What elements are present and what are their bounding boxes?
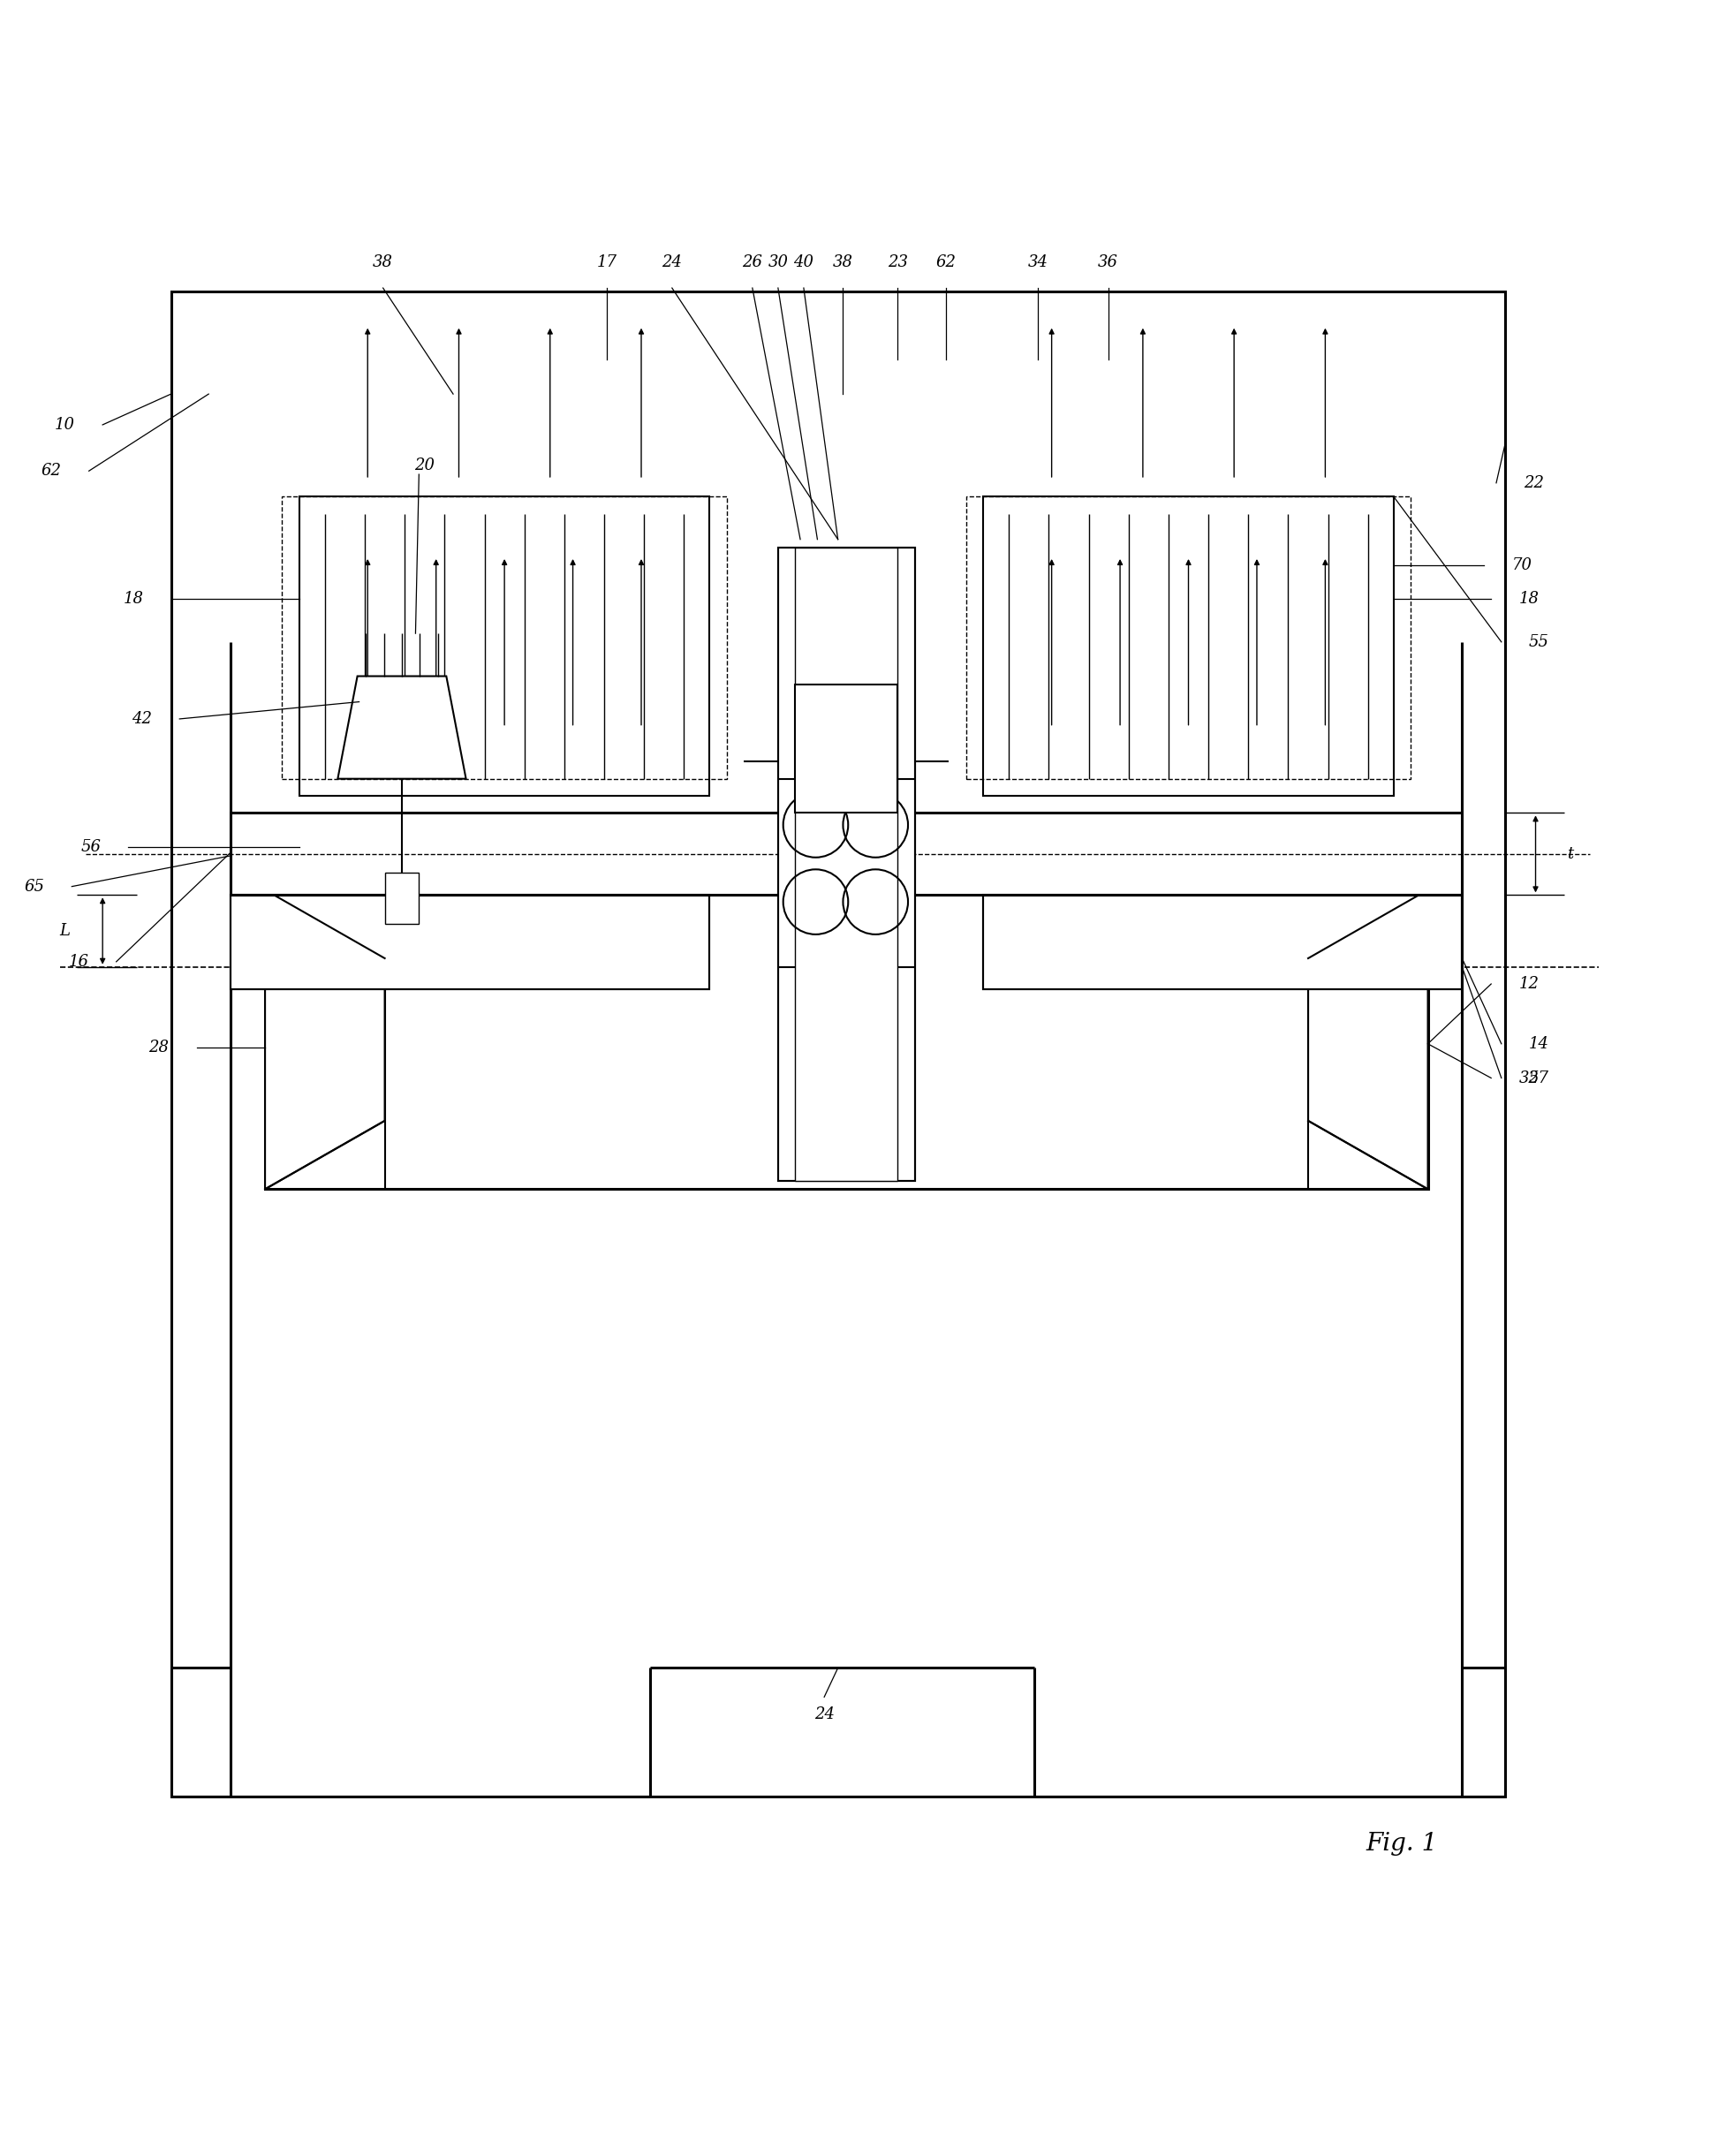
Text: 18: 18	[1518, 591, 1539, 608]
Text: 36: 36	[1098, 254, 1118, 270]
Text: 40: 40	[793, 254, 814, 270]
Text: 12: 12	[1518, 977, 1539, 992]
Text: 10: 10	[55, 416, 75, 433]
Text: 24: 24	[814, 1705, 834, 1723]
Text: 56: 56	[80, 839, 101, 856]
Text: 34: 34	[1028, 254, 1048, 270]
Text: Fig. 1: Fig. 1	[1366, 1833, 1438, 1856]
Text: 18: 18	[123, 591, 144, 608]
Bar	[231, 813, 1462, 895]
Text: 17: 17	[597, 254, 617, 270]
Text: 14: 14	[1529, 1035, 1549, 1052]
Text: 32: 32	[1518, 1069, 1539, 1087]
Text: 30: 30	[768, 254, 788, 270]
Text: 38: 38	[373, 254, 393, 270]
Text: 24: 24	[662, 254, 682, 270]
Text: 38: 38	[833, 254, 853, 270]
Text: t: t	[1566, 845, 1573, 862]
Bar	[778, 548, 915, 1181]
Text: 20: 20	[414, 457, 434, 474]
Text: 26: 26	[742, 254, 763, 270]
Text: 65: 65	[24, 877, 44, 895]
Text: 22: 22	[1524, 474, 1544, 492]
Bar	[299, 496, 710, 796]
Bar	[778, 548, 915, 1181]
Bar	[265, 890, 1428, 1190]
Text: 42: 42	[132, 711, 152, 727]
Text: 70: 70	[1512, 556, 1532, 573]
Text: 57: 57	[1529, 1069, 1549, 1087]
Bar	[795, 548, 898, 1181]
Polygon shape	[1308, 890, 1428, 1190]
Text: 62: 62	[41, 464, 62, 479]
Text: L: L	[60, 923, 70, 938]
Text: 28: 28	[149, 1039, 169, 1054]
Text: 55: 55	[1529, 634, 1549, 649]
Text: 62: 62	[935, 254, 956, 270]
Bar	[983, 895, 1462, 990]
Bar	[231, 895, 710, 990]
Text: 23: 23	[887, 254, 908, 270]
Bar	[983, 895, 1462, 990]
Text: 16: 16	[68, 953, 89, 970]
Polygon shape	[337, 677, 465, 778]
Bar	[171, 291, 1505, 1796]
Bar	[385, 873, 419, 925]
Polygon shape	[265, 890, 385, 1190]
Bar	[231, 895, 710, 990]
Bar	[385, 890, 1308, 1190]
Bar	[795, 686, 898, 813]
Bar	[966, 496, 1411, 778]
Bar	[983, 496, 1394, 796]
Bar	[282, 496, 727, 778]
